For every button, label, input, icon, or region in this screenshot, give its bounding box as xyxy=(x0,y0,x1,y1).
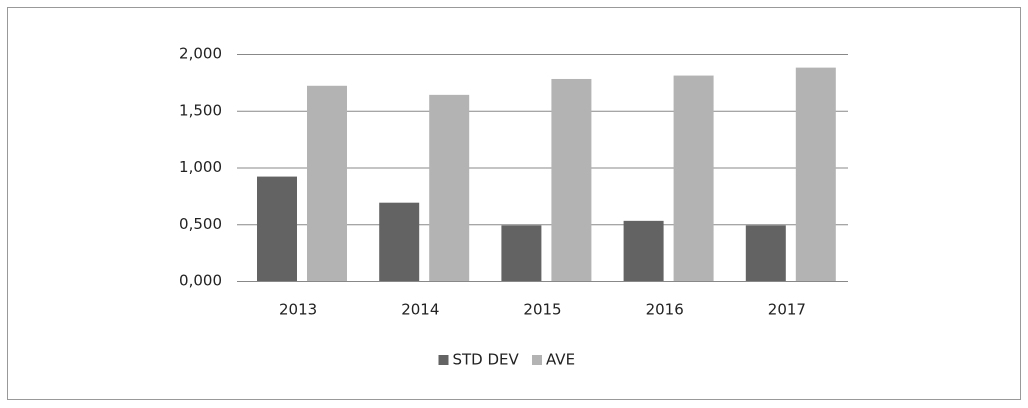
bar xyxy=(745,225,786,281)
bar xyxy=(379,202,420,281)
x-tick-label: 2017 xyxy=(768,301,806,319)
bar xyxy=(307,85,347,281)
x-tick-label: 2015 xyxy=(523,301,561,319)
legend-swatch xyxy=(438,355,449,365)
y-tick-label: 0,500 xyxy=(179,215,222,233)
x-tick-label: 2014 xyxy=(401,301,439,319)
y-tick-label: 1,000 xyxy=(179,158,222,176)
bar xyxy=(501,225,542,281)
bar xyxy=(795,67,836,282)
bar xyxy=(673,75,714,281)
bar xyxy=(257,176,297,281)
bar xyxy=(623,220,664,281)
legend-label: STD DEV xyxy=(453,351,520,369)
legend-label: AVE xyxy=(546,351,575,369)
bar xyxy=(429,94,470,281)
y-tick-label: 1,500 xyxy=(179,101,222,119)
y-tick-label: 0,000 xyxy=(179,272,222,290)
bar xyxy=(551,78,592,281)
x-tick-label: 2013 xyxy=(279,301,317,319)
chart-border xyxy=(7,7,1021,400)
y-tick-label: 2,000 xyxy=(179,45,222,63)
x-tick-label: 2016 xyxy=(646,301,684,319)
legend-swatch xyxy=(532,355,542,365)
